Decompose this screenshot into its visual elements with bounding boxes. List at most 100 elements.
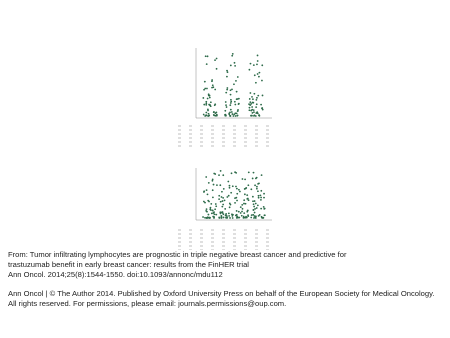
plot-dot <box>208 96 211 99</box>
plot-dot <box>226 216 229 219</box>
plot-dot <box>233 83 235 86</box>
plot-dot <box>254 81 257 84</box>
plot-dot <box>251 95 253 98</box>
plot-dot <box>249 92 252 94</box>
plot-dot <box>257 194 260 197</box>
plot-dot <box>202 200 205 203</box>
caption-copyright: All rights reserved. For permissions, pl… <box>8 299 287 308</box>
plot-dot <box>206 193 209 196</box>
plot-dot <box>225 114 227 117</box>
plot-dot <box>253 115 255 117</box>
plot-dot <box>225 106 228 108</box>
plot-dot <box>243 188 246 190</box>
plot-dot <box>212 183 215 186</box>
plot-dot <box>210 212 213 215</box>
plot-dot <box>229 203 232 206</box>
plot-dot <box>226 75 228 78</box>
plot-dot <box>243 199 246 202</box>
plot-dot <box>253 217 255 219</box>
plot-dot <box>259 194 262 197</box>
plot-dot <box>247 171 250 174</box>
plot-dot <box>228 215 231 217</box>
plot-dot <box>230 191 233 194</box>
plot-dot <box>212 86 215 89</box>
plot-dot <box>254 177 257 180</box>
plot-dot <box>220 214 223 217</box>
plot-dot <box>229 217 231 219</box>
plot-dot <box>219 212 222 215</box>
plot-dot <box>234 115 237 117</box>
plot-dot <box>243 193 246 196</box>
plot-dot <box>207 213 210 216</box>
plot-dot <box>203 88 205 91</box>
plot-dot <box>241 207 244 210</box>
plot-dot <box>224 109 227 112</box>
plot-dot <box>219 170 222 172</box>
plot-dot <box>222 216 225 219</box>
plot-dot <box>262 206 265 208</box>
plot-dot <box>251 106 254 108</box>
plot-dot <box>225 91 228 94</box>
plot-dot <box>213 114 216 117</box>
plot-dot <box>235 185 237 188</box>
plot-dot <box>229 115 232 117</box>
plot-dot <box>250 214 253 216</box>
plot-dot <box>218 217 221 219</box>
plot-dot <box>255 112 258 114</box>
plot-dot <box>239 212 242 214</box>
plot-dot <box>202 113 205 116</box>
plot-dot <box>235 210 238 212</box>
plot-dot <box>235 171 238 174</box>
plot-dot <box>227 212 230 215</box>
plot-dot <box>230 172 233 175</box>
plot-dot <box>261 79 263 82</box>
plot-dot <box>238 188 240 191</box>
plot-dot <box>252 171 255 174</box>
plot-dot <box>231 113 234 115</box>
plot-dot <box>238 216 241 219</box>
plot-dot <box>263 207 266 210</box>
plot-dot <box>241 204 244 206</box>
plot-dot <box>204 216 206 219</box>
plot-dot <box>211 84 214 87</box>
plot-dot <box>260 196 263 199</box>
plot-dot <box>231 217 234 219</box>
plot-dot <box>213 172 216 175</box>
plot-dot <box>211 179 214 182</box>
plot-dot <box>235 187 238 190</box>
plot-dot <box>237 97 240 100</box>
plot-dot <box>212 111 215 114</box>
plot-dot <box>237 102 240 105</box>
plot-dot <box>258 114 260 117</box>
plot-dot <box>236 199 238 202</box>
plot-dot <box>248 103 250 106</box>
plot-dot <box>235 79 237 82</box>
plot-dot <box>252 213 255 216</box>
plot-dot <box>228 186 231 189</box>
plot-dot <box>263 214 266 217</box>
plot-dot <box>250 102 253 105</box>
plot-dot <box>205 103 208 106</box>
plot-dot <box>260 199 262 201</box>
plot-dot <box>225 212 228 215</box>
plot-dot <box>231 88 233 91</box>
plot-dot <box>229 104 232 107</box>
plot-dot <box>214 103 217 106</box>
plot-dot <box>231 52 234 55</box>
plot-dot <box>236 76 239 78</box>
plot-dot <box>255 106 258 109</box>
plot-dot <box>263 196 265 199</box>
plot-dot <box>246 198 249 200</box>
plot-dot <box>236 216 239 218</box>
plot-dot <box>253 200 256 202</box>
plot-dot <box>209 209 212 211</box>
plot-dot <box>263 192 265 195</box>
plot-dot <box>246 194 249 197</box>
plot-dot <box>231 213 233 216</box>
plot-dot <box>220 196 223 198</box>
plot-dot <box>235 112 238 115</box>
plot-dot <box>252 203 255 206</box>
plot-dot <box>230 98 232 101</box>
plot-dot <box>239 190 241 193</box>
plot-dot <box>250 109 253 112</box>
